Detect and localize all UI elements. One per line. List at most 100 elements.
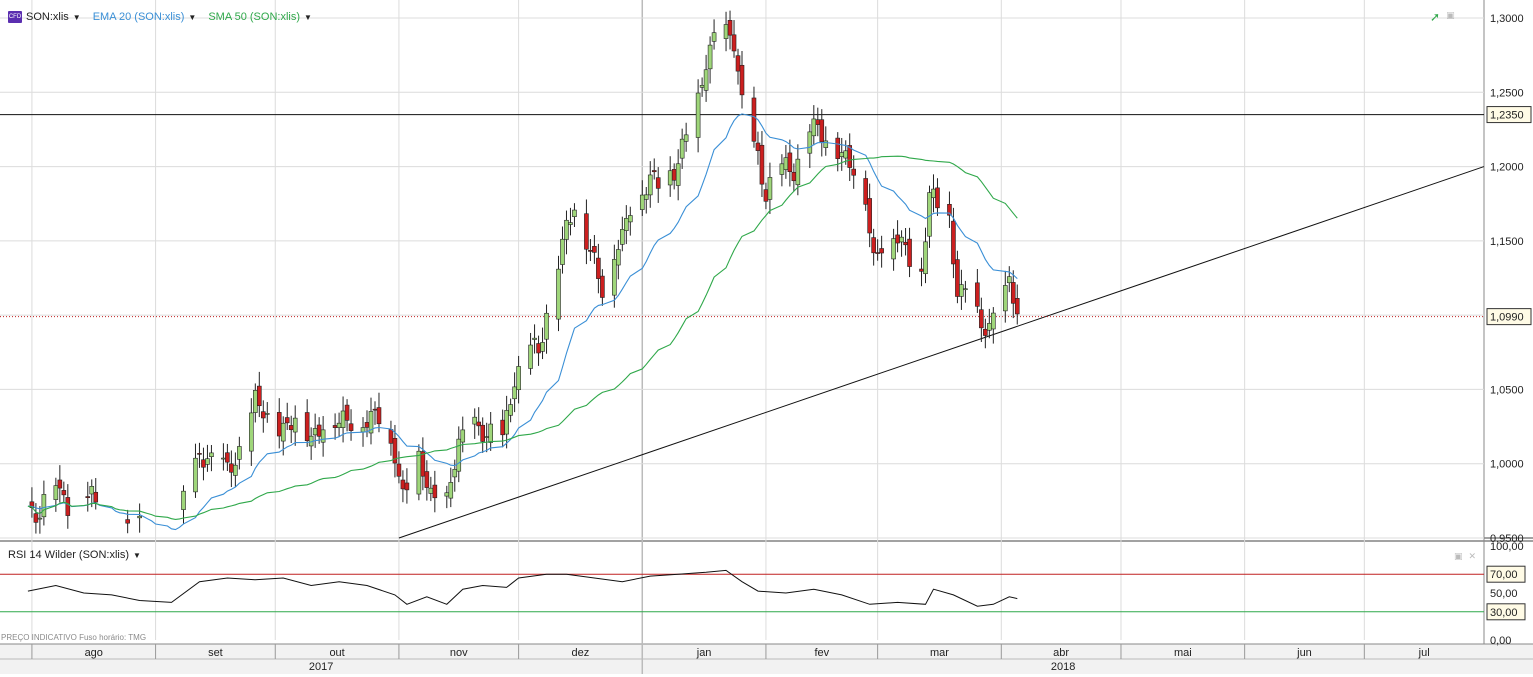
price-tick-label: 1,2000 [1490,162,1524,174]
candle-up [987,323,992,331]
candle-up [205,458,210,465]
candle-up [675,163,681,186]
candle-up [444,492,450,497]
rsi-label: RSI 14 Wilder (SON:xlis) [8,549,130,561]
candle-up [484,436,489,438]
candle-down [592,246,597,253]
candle-up [891,238,896,260]
candle-down [480,424,485,442]
candle-down [388,429,394,444]
candle-up [137,515,142,519]
candle-up [448,482,454,499]
candle-down [947,204,952,216]
candle-up [512,386,517,400]
candle-down [1014,298,1020,315]
candle-up [41,494,47,518]
candle-up [807,131,813,154]
candle-down [1010,282,1016,304]
candle-up [89,486,95,495]
candle-down [344,404,350,421]
ema-20-line [27,113,1018,531]
candle-up [620,229,625,245]
candle-down [875,252,880,254]
candle-up [253,390,258,413]
candle-down [596,257,601,279]
candle-down [847,145,853,168]
candle-down [400,479,406,490]
candle-down [33,513,39,523]
candle-up [221,457,226,460]
trend-arrow-icon[interactable]: ➚ [1430,10,1441,24]
candle-down [975,282,980,307]
ema-indicator-selector[interactable]: EMA 20 (SON:xlis) ▼ [93,11,197,23]
candle-up [456,438,462,472]
chart-legend: CFD SON:xlis ▼ EMA 20 (SON:xlis) ▼ SMA 5… [8,9,312,25]
candle-down [376,407,382,425]
rsi-level-label: 30,00 [1490,607,1518,619]
rsi-panel-controls: ▣ ✕ [1454,551,1476,562]
candle-up [679,138,685,159]
candle-down [731,34,737,52]
price-tick-label: 0,9500 [1490,533,1524,545]
candle-down [671,169,677,181]
candle-down [588,250,593,252]
restore-icon[interactable]: ▣ [1446,10,1455,20]
support-trendline [398,166,1485,539]
candle-down [225,452,230,463]
candle-down [895,234,900,244]
candle-up [280,422,286,442]
candle-down [863,178,868,205]
candle-down [304,412,310,442]
chevron-down-icon: ▼ [304,12,312,22]
candle-down [851,168,856,176]
candle-up [711,32,717,42]
candle-down [197,453,202,455]
candle-up [504,410,509,435]
month-tick-label: mai [1174,647,1192,659]
candle-down [867,198,872,234]
candle-down [396,463,402,477]
rsi-indicator-selector[interactable]: RSI 14 Wilder (SON:xlis) ▼ [8,549,141,561]
candle-down [919,268,924,272]
candle-down [260,411,266,419]
candle-up [193,457,198,493]
candle-down [935,187,940,209]
price-tick-label: 1,3000 [1490,13,1524,25]
candle-up [991,312,996,330]
sma-indicator-selector[interactable]: SMA 50 (SON:xlis) ▼ [208,11,312,23]
candle-up [843,150,849,159]
candle-up [923,241,928,275]
candle-up [931,188,936,199]
candle-down [420,451,426,477]
candle-up [53,485,59,500]
candle-up [927,192,932,237]
candle-up [528,344,533,369]
rsi-line [27,569,1018,607]
candle-up [1006,276,1012,284]
candle-up [452,468,458,478]
candle-down [125,519,130,524]
restore-icon[interactable]: ▣ [1454,551,1463,561]
candle-up [544,312,549,340]
candle-down [257,385,262,407]
candle-down [500,419,505,436]
candle-up [560,238,565,265]
candle-up [624,218,629,231]
month-tick-label: jul [1418,647,1430,659]
candle-up [264,413,270,415]
candle-down [288,425,294,431]
candle-down [815,119,821,125]
month-tick-label: jun [1296,647,1312,659]
candle-up [1002,285,1008,312]
candle-up [699,85,705,88]
candle-up [312,428,318,436]
price-tick-label: 1,0500 [1490,384,1524,396]
last-price-label-box [1486,308,1532,326]
candle-up [823,140,829,148]
month-tick-label: dez [572,647,590,659]
close-icon[interactable]: ✕ [1468,551,1477,561]
candle-up [647,174,653,196]
instrument-selector[interactable]: CFD SON:xlis ▼ [8,11,81,23]
candle-up [320,429,326,443]
